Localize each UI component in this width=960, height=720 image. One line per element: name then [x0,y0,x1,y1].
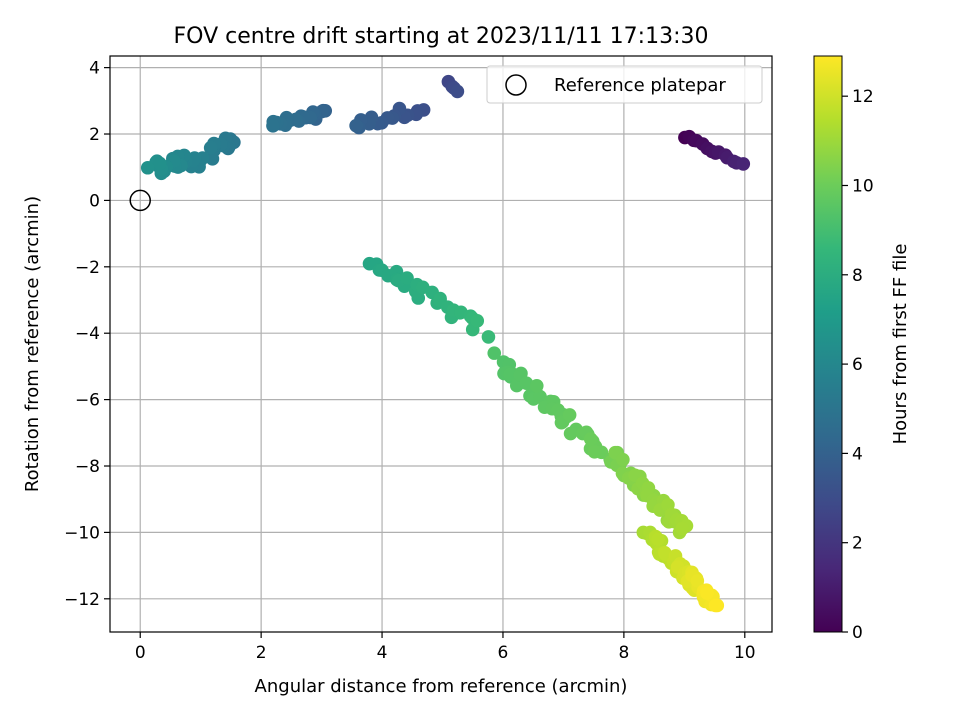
data-point [140,160,155,175]
data-point [700,586,714,600]
data-point [675,521,690,536]
y-tick-label: −2 [75,258,100,278]
y-tick-label: −12 [64,590,100,610]
colorbar-tick-label: 8 [852,266,863,286]
plot-frame [109,55,773,633]
legend-box [486,65,763,104]
chart-title: FOV centre drift starting at 2023/11/11 … [174,24,709,49]
y-tick-label: −10 [64,523,100,543]
y-tick-label: −4 [75,324,100,344]
data-point [205,152,220,166]
data-point [562,408,577,422]
data-point [203,141,218,155]
y-axis-ticks: −12 −10 −8 −6 −4 −2 0 2 4 [64,59,110,610]
data-point [519,376,534,390]
x-axis-ticks: 0 2 4 6 8 10 [135,632,756,663]
y-tick-label: −8 [75,457,100,477]
reference-marker [129,189,151,212]
data-point [563,426,578,441]
colorbar-tick-label: 0 [852,623,863,643]
data-point [450,84,465,99]
y-tick-label: 4 [89,59,100,79]
data-points [140,74,751,613]
x-tick-label: 0 [135,643,146,663]
x-tick-label: 10 [734,643,756,663]
colorbar-tick-label: 10 [852,176,874,196]
x-tick-label: 8 [618,643,629,663]
data-point [736,157,751,171]
data-point [470,314,485,328]
reference-point [129,189,151,212]
data-point [487,346,502,360]
x-tick-label: 2 [256,643,267,663]
colorbar-tick-label: 12 [852,87,874,107]
y-tick-label: 2 [89,125,100,145]
x-axis-label: Angular distance from reference (arcmin) [255,676,628,697]
data-point [503,367,517,382]
legend: Reference platepar [486,65,763,104]
x-tick-label: 4 [377,643,388,663]
data-point [349,118,363,133]
data-point [481,330,496,344]
data-point [690,574,705,588]
data-point [400,271,414,285]
colorbar-ticks: 0 2 4 6 8 10 12 [842,87,874,643]
data-point [266,119,280,133]
data-point [587,445,602,459]
y-tick-label: 0 [89,191,100,211]
legend-marker-icon [505,74,527,96]
data-point [153,156,167,171]
colorbar-tick-label: 2 [852,534,863,554]
data-point [583,432,598,446]
grid-lines [110,56,772,632]
colorbar-label: Hours from first FF file [890,244,911,445]
colorbar-tick-label: 6 [852,355,863,375]
colorbar-tick-label: 4 [852,444,863,464]
data-point [651,532,665,547]
y-tick-label: −6 [75,391,100,411]
data-point [616,452,630,467]
x-tick-label: 6 [498,643,509,663]
legend-label: Reference platepar [554,75,726,96]
data-point [708,598,723,613]
data-point [529,379,544,393]
colorbar [813,55,843,633]
y-axis-label: Rotation from reference (arcmin) [22,196,43,492]
